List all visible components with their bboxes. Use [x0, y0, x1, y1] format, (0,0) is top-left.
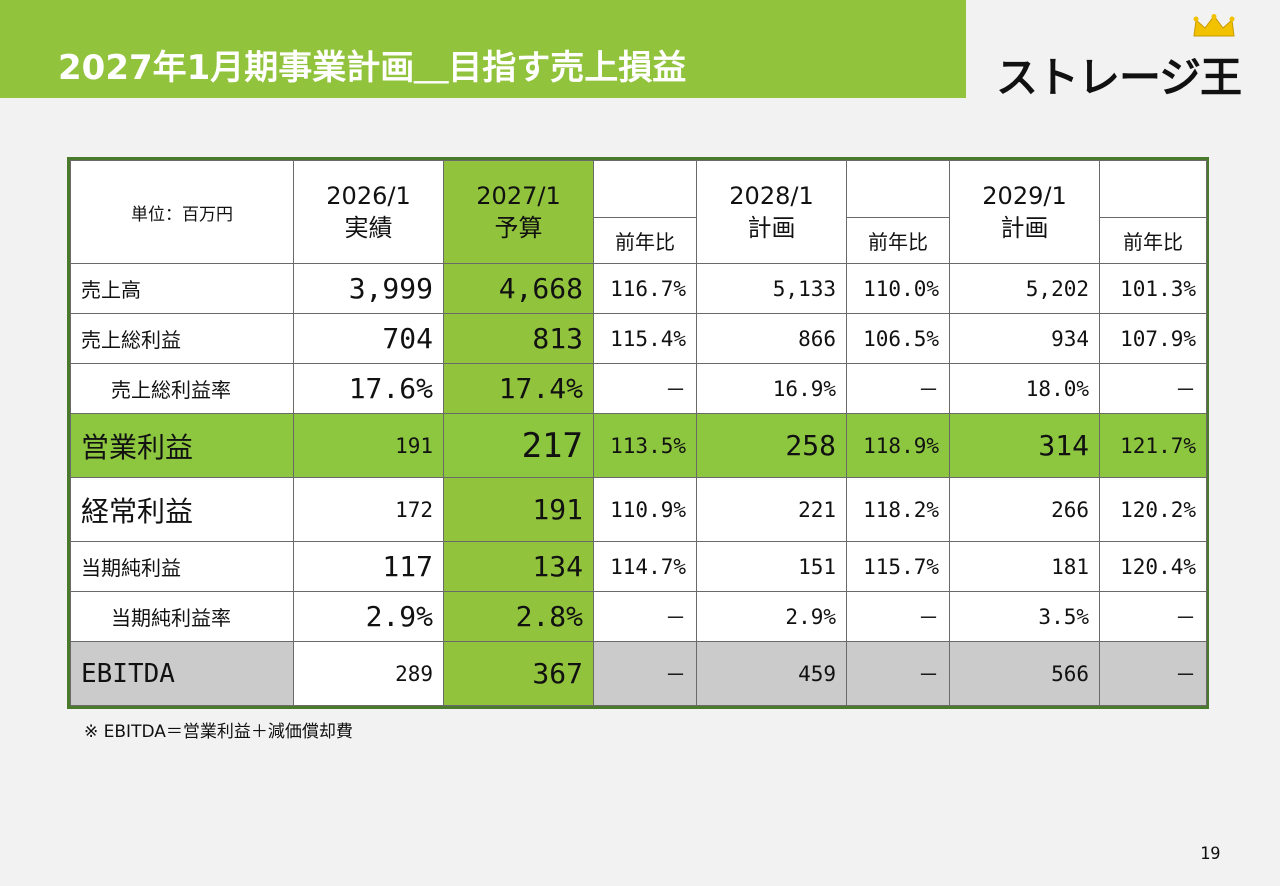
cell-2029-yoy: 107.9%	[1099, 313, 1207, 364]
cell-2027: 367	[443, 641, 594, 706]
logo-text: ストレージ王	[996, 53, 1242, 102]
cell-2028-yoy: 115.7%	[846, 541, 950, 592]
cell-2028-yoy: 118.2%	[846, 477, 950, 542]
col-2026-kind: 実績	[344, 214, 393, 242]
unit-label: 単位：百万円	[70, 160, 294, 264]
cell-2028-yoy: －	[846, 363, 950, 414]
col-2029-kind: 計画	[1000, 214, 1049, 242]
cell-2029: 566	[949, 641, 1100, 706]
col-2026-year: 2026/1	[326, 182, 411, 210]
cell-2026: 17.6%	[293, 363, 444, 414]
cell-2029-yoy: 120.4%	[1099, 541, 1207, 592]
cell-2027-yoy: －	[593, 363, 697, 414]
cell-2029-yoy: －	[1099, 641, 1207, 706]
cell-2029: 314	[949, 413, 1100, 478]
cell-2027: 4,668	[443, 263, 594, 314]
cell-2027: 17.4%	[443, 363, 594, 414]
col-2029-year: 2029/1	[982, 182, 1067, 210]
cell-2026: 117	[293, 541, 444, 592]
table-row: 当期純利益率 2.9% 2.8% － 2.9% － 3.5% －	[70, 591, 1207, 642]
cell-2027-yoy: 116.7%	[593, 263, 697, 314]
cell-2028-yoy: －	[846, 641, 950, 706]
cell-2027: 191	[443, 477, 594, 542]
cell-2028-yoy: 106.5%	[846, 313, 950, 364]
cell-2028: 221	[696, 477, 847, 542]
col-2028-year: 2028/1	[729, 182, 814, 210]
crown-icon	[1193, 14, 1235, 37]
col-2027-year: 2027/1	[476, 182, 561, 210]
row-label: 当期純利益率	[70, 591, 294, 642]
cell-2029-yoy: 101.3%	[1099, 263, 1207, 314]
col-header-2026: 2026/1 実績	[293, 160, 444, 264]
cell-2027-yoy: 115.4%	[593, 313, 697, 364]
row-label: 売上高	[70, 263, 294, 314]
cell-2027-yoy: 113.5%	[593, 413, 697, 478]
cell-2026: 191	[293, 413, 444, 478]
cell-2028: 866	[696, 313, 847, 364]
cell-2027-yoy: －	[593, 591, 697, 642]
cell-2029-yoy: －	[1099, 363, 1207, 414]
cell-2028: 459	[696, 641, 847, 706]
col-2027-yoy: 前年比	[593, 217, 697, 264]
cell-2026: 172	[293, 477, 444, 542]
cell-2029-yoy: －	[1099, 591, 1207, 642]
cell-2029-yoy: 120.2%	[1099, 477, 1207, 542]
footnote: ※ EBITDA＝営業利益＋減価償却費	[84, 722, 353, 742]
cell-2028: 151	[696, 541, 847, 592]
col-2027-yoy-spacer	[593, 160, 697, 218]
col-header-2029: 2029/1 計画	[949, 160, 1100, 264]
row-label: 売上総利益率	[70, 363, 294, 414]
table-row: EBITDA 289 367 － 459 － 566 －	[70, 641, 1207, 706]
col-header-2027: 2027/1 予算	[443, 160, 594, 264]
cell-2029: 3.5%	[949, 591, 1100, 642]
col-2029-yoy: 前年比	[1099, 217, 1207, 264]
row-label: EBITDA	[70, 641, 294, 706]
table-row: 売上高 3,999 4,668 116.7% 5,133 110.0% 5,20…	[70, 263, 1207, 314]
cell-2029: 181	[949, 541, 1100, 592]
cell-2028-yoy: －	[846, 591, 950, 642]
title-bar: 2027年1月期事業計画＿目指す売上損益	[0, 0, 966, 98]
cell-2026: 704	[293, 313, 444, 364]
col-2027-kind: 予算	[494, 214, 543, 242]
pl-plan-table: 単位：百万円 2026/1 実績 2027/1 予算 2028/1 計画 202…	[67, 157, 1209, 709]
col-2028-yoy-spacer	[846, 160, 950, 218]
cell-2028: 2.9%	[696, 591, 847, 642]
row-label: 経常利益	[70, 477, 294, 542]
cell-2026: 3,999	[293, 263, 444, 314]
cell-2026: 289	[293, 641, 444, 706]
cell-2027-yoy: 110.9%	[593, 477, 697, 542]
company-logo: ストレージ王	[996, 14, 1246, 102]
cell-2027-yoy: 114.7%	[593, 541, 697, 592]
cell-2029: 18.0%	[949, 363, 1100, 414]
col-2028-yoy: 前年比	[846, 217, 950, 264]
page-title: 2027年1月期事業計画＿目指す売上損益	[58, 48, 687, 88]
row-label: 営業利益	[70, 413, 294, 478]
cell-2027: 813	[443, 313, 594, 364]
row-label: 売上総利益	[70, 313, 294, 364]
cell-2028: 258	[696, 413, 847, 478]
col-2028-kind: 計画	[747, 214, 796, 242]
cell-2028: 16.9%	[696, 363, 847, 414]
table-row: 売上総利益 704 813 115.4% 866 106.5% 934 107.…	[70, 313, 1207, 364]
row-label: 当期純利益	[70, 541, 294, 592]
cell-2029-yoy: 121.7%	[1099, 413, 1207, 478]
cell-2027-yoy: －	[593, 641, 697, 706]
cell-2029: 934	[949, 313, 1100, 364]
cell-2027: 217	[443, 413, 594, 478]
cell-2027: 134	[443, 541, 594, 592]
table-row-highlight: 営業利益 191 217 113.5% 258 118.9% 314 121.7…	[70, 413, 1207, 478]
cell-2027: 2.8%	[443, 591, 594, 642]
col-header-2028: 2028/1 計画	[696, 160, 847, 264]
cell-2026: 2.9%	[293, 591, 444, 642]
page-number: 19	[1200, 844, 1221, 864]
table-row: 売上総利益率 17.6% 17.4% － 16.9% － 18.0% －	[70, 363, 1207, 414]
cell-2028-yoy: 110.0%	[846, 263, 950, 314]
cell-2028-yoy: 118.9%	[846, 413, 950, 478]
cell-2029: 5,202	[949, 263, 1100, 314]
table-row: 経常利益 172 191 110.9% 221 118.2% 266 120.2…	[70, 477, 1207, 542]
table-row: 当期純利益 117 134 114.7% 151 115.7% 181 120.…	[70, 541, 1207, 592]
cell-2029: 266	[949, 477, 1100, 542]
cell-2028: 5,133	[696, 263, 847, 314]
col-2029-yoy-spacer	[1099, 160, 1207, 218]
